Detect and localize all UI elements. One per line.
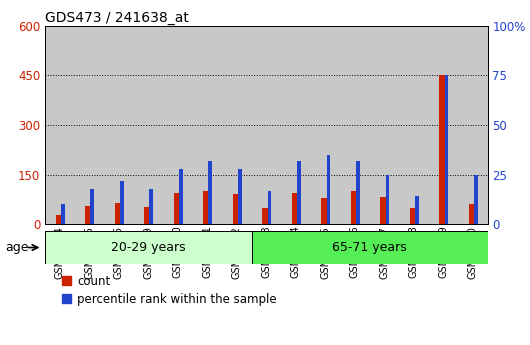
Bar bbox=[458, 26, 488, 224]
Bar bbox=[56, 215, 61, 224]
Bar bbox=[399, 26, 429, 224]
Bar bbox=[281, 26, 311, 224]
Bar bbox=[174, 193, 179, 224]
Bar bbox=[252, 26, 281, 224]
Bar bbox=[385, 175, 389, 224]
Bar bbox=[61, 204, 65, 224]
Bar bbox=[85, 206, 91, 224]
Bar bbox=[238, 169, 242, 224]
Bar bbox=[75, 26, 104, 224]
Bar bbox=[297, 161, 301, 224]
Bar bbox=[45, 231, 252, 264]
Bar bbox=[351, 191, 356, 224]
Bar bbox=[45, 26, 75, 224]
Bar bbox=[222, 26, 252, 224]
Bar bbox=[469, 204, 474, 224]
Bar bbox=[233, 195, 238, 224]
Bar bbox=[356, 161, 359, 224]
Legend: count, percentile rank within the sample: count, percentile rank within the sample bbox=[61, 275, 277, 306]
Bar bbox=[474, 175, 478, 224]
Bar bbox=[91, 188, 94, 224]
Bar bbox=[292, 193, 297, 224]
Bar bbox=[439, 76, 445, 224]
Bar bbox=[149, 188, 153, 224]
Bar bbox=[311, 26, 340, 224]
Text: 20-29 years: 20-29 years bbox=[111, 241, 186, 254]
Bar bbox=[380, 197, 385, 224]
Text: age: age bbox=[5, 241, 29, 254]
Bar bbox=[340, 26, 369, 224]
Bar bbox=[429, 26, 458, 224]
Bar bbox=[114, 203, 120, 224]
Bar bbox=[445, 76, 448, 224]
Bar bbox=[410, 208, 415, 224]
Bar bbox=[163, 26, 192, 224]
Text: GDS473 / 241638_at: GDS473 / 241638_at bbox=[45, 11, 189, 25]
Bar bbox=[262, 208, 268, 224]
Text: 65-71 years: 65-71 years bbox=[332, 241, 407, 254]
Bar bbox=[179, 169, 182, 224]
Bar bbox=[326, 155, 330, 224]
Bar bbox=[252, 231, 488, 264]
Bar bbox=[203, 191, 208, 224]
Bar bbox=[208, 161, 212, 224]
Bar bbox=[268, 190, 271, 224]
Bar bbox=[120, 181, 123, 224]
Bar bbox=[104, 26, 134, 224]
Bar bbox=[144, 207, 149, 224]
Bar bbox=[415, 197, 419, 224]
Bar bbox=[321, 198, 326, 224]
Bar bbox=[134, 26, 163, 224]
Bar bbox=[369, 26, 399, 224]
Bar bbox=[192, 26, 222, 224]
